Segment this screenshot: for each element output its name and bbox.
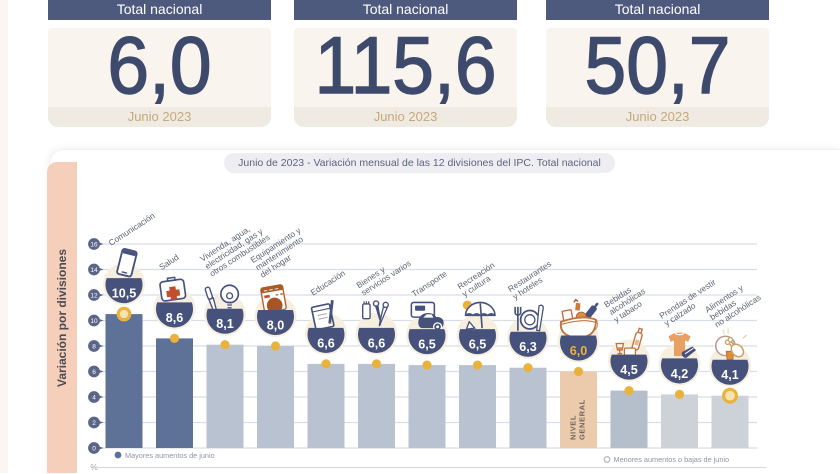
svg-text:6,6: 6,6 — [368, 336, 386, 350]
svg-text:Comunicación: Comunicación — [107, 210, 157, 247]
svg-text:Educación: Educación — [309, 268, 348, 298]
svg-text:Recreacióny cultura: Recreacióny cultura — [455, 260, 501, 299]
svg-text:4,1: 4,1 — [721, 368, 739, 382]
svg-text:8,1: 8,1 — [216, 317, 234, 331]
svg-text:Mayores aumentos de junio: Mayores aumentos de junio — [125, 451, 215, 460]
svg-text:Transporte: Transporte — [410, 268, 449, 298]
svg-text:Bienes yservicios varios: Bienes yservicios varios — [354, 251, 412, 298]
svg-text:6,0: 6,0 — [570, 344, 588, 358]
svg-text:2: 2 — [92, 420, 96, 427]
svg-text:0: 0 — [92, 445, 96, 452]
svg-text:8,6: 8,6 — [166, 311, 184, 325]
svg-text:4,5: 4,5 — [620, 363, 638, 377]
svg-text:6: 6 — [92, 369, 96, 376]
svg-text:NIVEL: NIVEL — [569, 415, 578, 440]
svg-text:Menores aumentos o bajas de ju: Menores aumentos o bajas de junio — [614, 455, 730, 464]
svg-text:12: 12 — [90, 292, 98, 299]
svg-text:10: 10 — [90, 318, 98, 325]
svg-text:Bebidasalcohólicasy tabaco: Bebidasalcohólicasy tabaco — [602, 279, 652, 325]
svg-text:8,0: 8,0 — [267, 319, 285, 333]
svg-text:16: 16 — [90, 241, 98, 248]
svg-text:6,6: 6,6 — [317, 336, 335, 350]
svg-text:%: % — [90, 463, 97, 472]
svg-text:4,2: 4,2 — [671, 367, 689, 381]
svg-text:6,5: 6,5 — [418, 338, 436, 352]
svg-text:14: 14 — [90, 267, 98, 274]
svg-text:6,3: 6,3 — [519, 340, 537, 354]
svg-text:8: 8 — [92, 343, 96, 350]
svg-text:10,5: 10,5 — [112, 287, 137, 301]
svg-text:4: 4 — [92, 394, 96, 401]
svg-text:6,5: 6,5 — [469, 338, 487, 352]
svg-text:GENERAL: GENERAL — [578, 399, 587, 440]
